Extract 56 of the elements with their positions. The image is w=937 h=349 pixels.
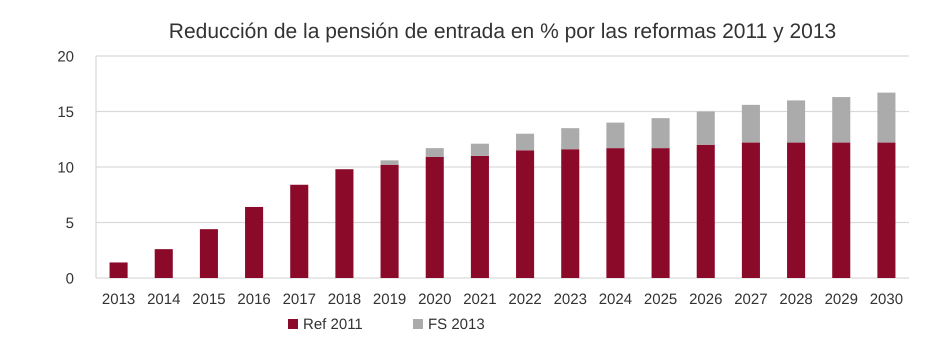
bar [787, 100, 806, 143]
x-tick-label: 2026 [689, 291, 722, 308]
bar [877, 142, 896, 278]
bar [426, 148, 444, 158]
x-tick-label: 2023 [554, 291, 587, 308]
bar [606, 122, 624, 148]
bar [742, 142, 760, 278]
y-tick-label: 10 [57, 159, 74, 176]
x-tick-label: 2025 [644, 291, 678, 308]
bar [380, 160, 399, 165]
x-tick-label: 2017 [282, 291, 316, 308]
x-tick-label: 2030 [870, 291, 904, 308]
x-tick-label: 2019 [372, 291, 406, 308]
bar [696, 112, 715, 145]
x-tick-label: 2021 [463, 291, 497, 308]
bar [426, 157, 444, 278]
x-tick-label: 2018 [328, 291, 362, 308]
x-tick-label: 2014 [147, 291, 180, 308]
bar [696, 144, 715, 278]
x-tick-label: 2027 [734, 291, 768, 308]
y-tick-label: 5 [66, 214, 74, 232]
bar [110, 262, 128, 278]
bar [380, 164, 399, 278]
bar [652, 118, 670, 148]
x-tick-label: 2020 [418, 291, 452, 308]
x-tick-label: 2029 [824, 291, 858, 308]
bar [245, 206, 264, 278]
bar [470, 156, 489, 278]
y-tick-label: 15 [57, 104, 74, 121]
y-tick-label: 20 [57, 48, 74, 66]
bar [561, 128, 580, 150]
bar [832, 97, 850, 143]
x-tick-label: 2024 [598, 291, 632, 308]
bar [742, 104, 760, 143]
chart-title: Reducción de la pensión de entrada en % por las reformas 2011 y 2013 [168, 20, 836, 43]
bar [470, 144, 489, 156]
bar [516, 134, 534, 150]
x-tick-label: 2028 [779, 291, 813, 308]
bar [787, 142, 806, 278]
bar [154, 249, 173, 278]
bar [606, 148, 624, 278]
legend-label: Ref 2011 [303, 316, 363, 333]
bar [832, 142, 850, 278]
y-tick-label: 0 [66, 270, 74, 288]
bar [335, 169, 354, 278]
bar [290, 184, 308, 278]
x-tick-label: 2013 [102, 291, 136, 308]
x-tick-label: 2022 [508, 291, 542, 308]
x-tick-label: 2015 [192, 291, 226, 308]
legend-label: FS 2013 [428, 316, 485, 333]
x-tick-label: 2016 [237, 291, 271, 308]
bar [516, 150, 534, 278]
bar [200, 229, 218, 278]
bar [652, 148, 670, 278]
bar [561, 149, 580, 278]
bar [877, 92, 896, 143]
